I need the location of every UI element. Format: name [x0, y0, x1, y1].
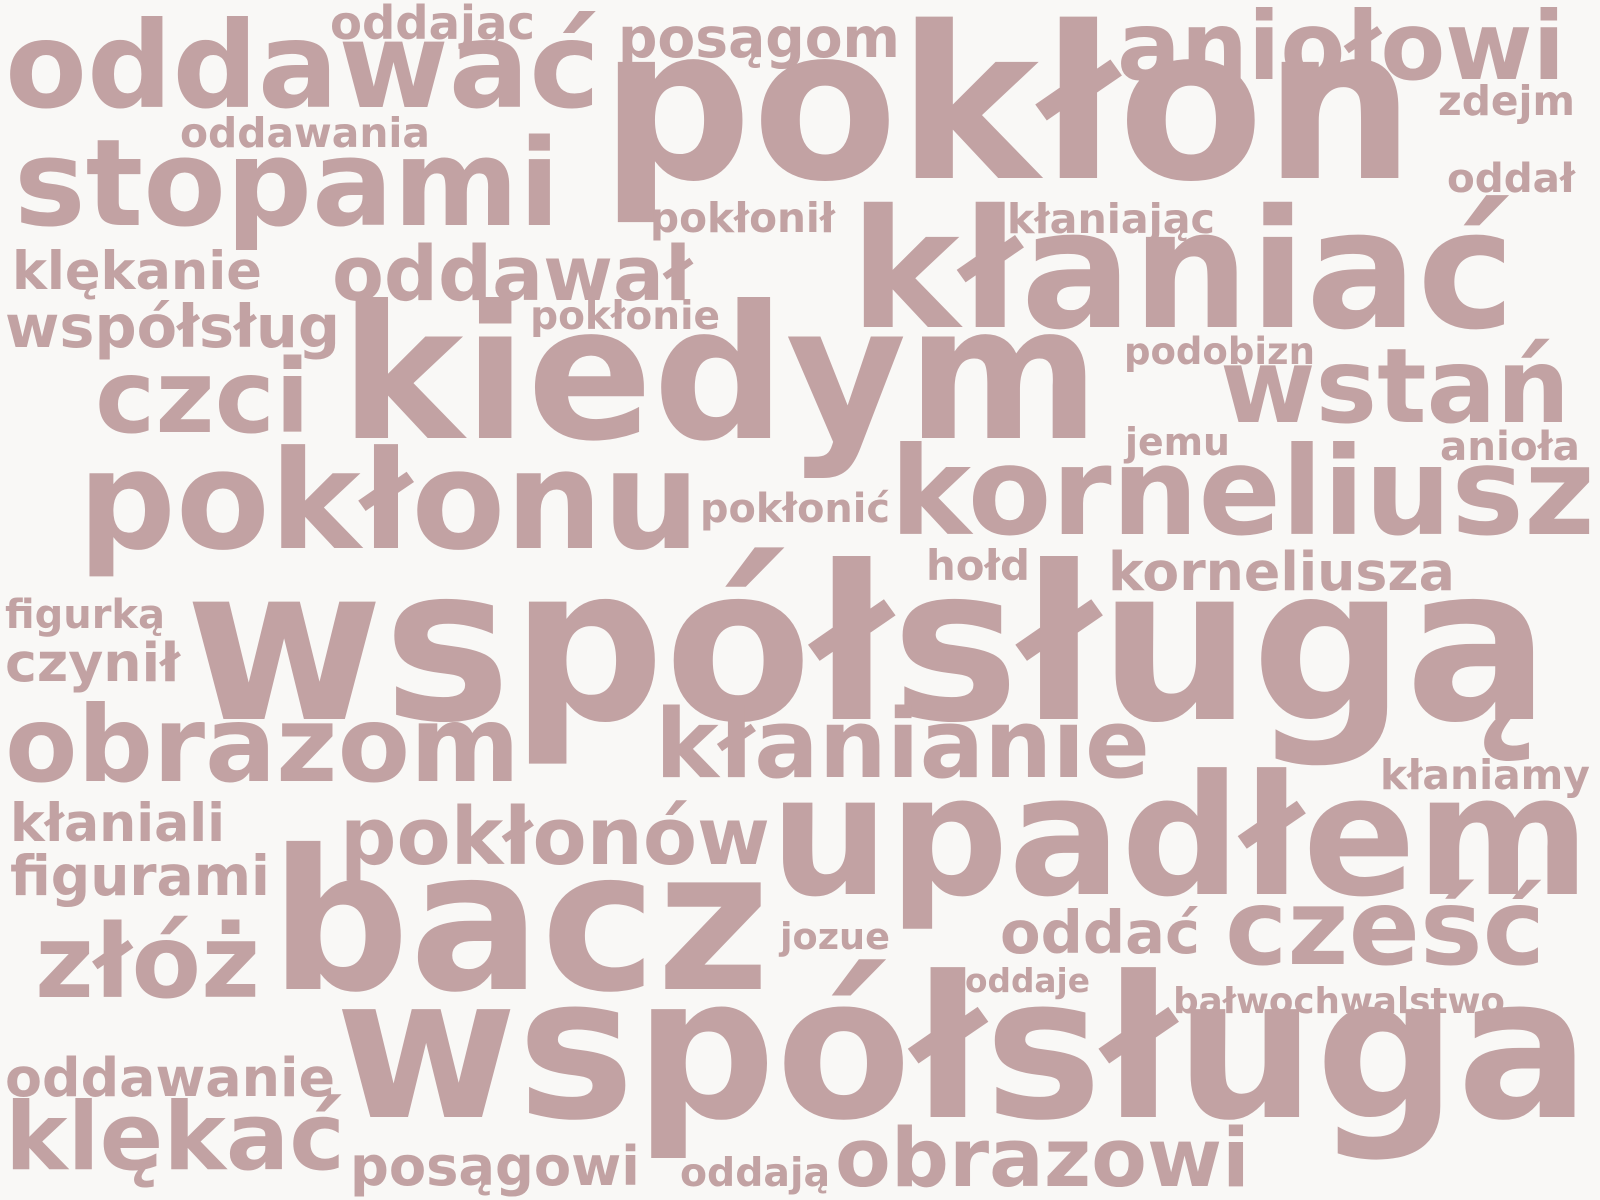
cloud-word: oddawać: [5, 0, 600, 136]
cloud-word: jozue: [780, 915, 890, 959]
cloud-word: posągowi: [350, 1135, 640, 1199]
cloud-word: współsługa: [335, 934, 1590, 1165]
cloud-word: pokłonił: [650, 193, 835, 242]
cloud-word: pokłonić: [700, 486, 890, 533]
cloud-word: kłaniając: [1007, 195, 1215, 244]
cloud-word: podobizn: [1124, 329, 1315, 373]
cloud-word: oddaje: [965, 961, 1090, 1000]
cloud-word: współsług: [5, 292, 341, 361]
cloud-word: figurami: [10, 843, 270, 908]
cloud-word: oddawania: [180, 108, 430, 157]
cloud-word: bacz: [270, 808, 770, 1035]
cloud-word: oddają: [680, 1150, 830, 1197]
cloud-word: cześć: [1225, 865, 1545, 989]
cloud-word: upadłem: [770, 740, 1590, 934]
cloud-word: obrazowi: [835, 1111, 1250, 1200]
cloud-word: hołd: [926, 541, 1030, 591]
cloud-word: kłaniamy: [1380, 750, 1590, 799]
cloud-word: czynił: [5, 630, 180, 694]
cloud-word: pokłonu: [78, 422, 700, 582]
cloud-word: jemu: [1125, 420, 1230, 465]
cloud-word: oddając: [330, 0, 535, 50]
cloud-word: oddał: [1447, 154, 1575, 203]
cloud-word: bałwochwalstwo: [1173, 980, 1505, 1022]
cloud-word: pokłon: [600, 0, 1415, 229]
cloud-word: złóż: [35, 902, 260, 1021]
cloud-word: współsługą: [185, 519, 1550, 770]
cloud-word: pokłonów: [340, 791, 770, 883]
cloud-word: zdejm: [1438, 76, 1575, 125]
cloud-word: klękanie: [12, 241, 262, 303]
cloud-word: obrazom: [5, 683, 520, 807]
cloud-word: oddawanie: [5, 1045, 335, 1109]
cloud-word: anioła: [1440, 422, 1580, 471]
cloud-word: pokłonie: [530, 293, 720, 339]
cloud-word: kłanianie: [655, 688, 1150, 801]
cloud-word: korneliusza: [1108, 539, 1455, 603]
cloud-word: wstań: [1220, 326, 1570, 447]
cloud-word: kiedym: [340, 266, 1100, 483]
cloud-word: kłaniać: [850, 173, 1515, 366]
cloud-word: posągom: [618, 6, 900, 70]
cloud-word: stopami: [14, 113, 560, 254]
cloud-word: czci: [95, 337, 310, 457]
cloud-word: kłaniali: [10, 793, 226, 854]
cloud-word: korneliusz: [890, 420, 1595, 563]
cloud-word: oddawał: [332, 230, 692, 319]
cloud-word: figurką: [5, 592, 165, 638]
cloud-word: klękać: [5, 1082, 345, 1192]
cloud-word: oddać: [1000, 898, 1200, 967]
cloud-word: aniołowi: [1117, 0, 1565, 102]
